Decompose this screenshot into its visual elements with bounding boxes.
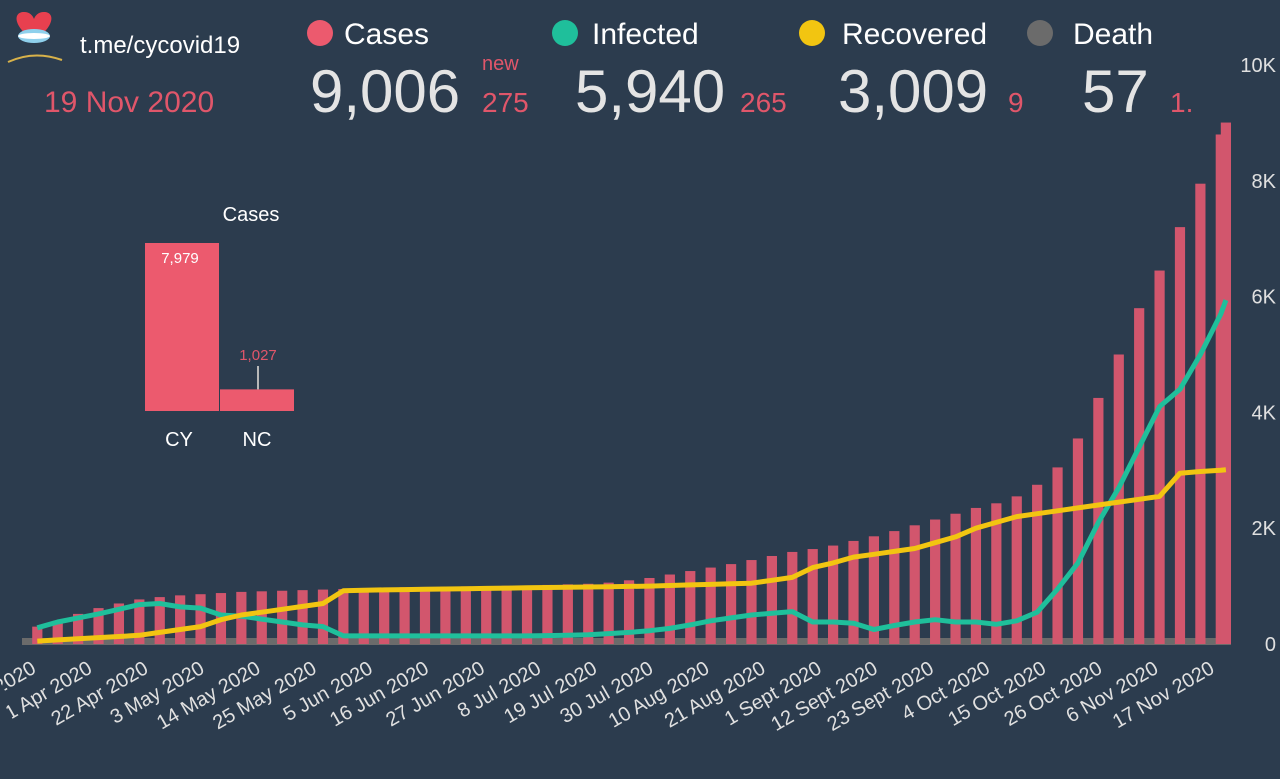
logo: [7, 12, 63, 63]
bar: [950, 513, 961, 644]
y-tick-label: 8K: [1252, 171, 1277, 193]
stat-name: Death: [1073, 18, 1153, 51]
value-label: 7,979: [161, 250, 199, 267]
bar: [521, 585, 533, 644]
bar: [970, 507, 982, 644]
bar: [195, 594, 206, 644]
bar: [1011, 496, 1022, 644]
bar: [1113, 354, 1124, 644]
bar: [603, 582, 614, 644]
bar: [909, 525, 920, 644]
bar: [1215, 134, 1226, 645]
bar: [277, 590, 288, 644]
bar: [623, 580, 635, 644]
bar: [317, 589, 329, 644]
bar: [807, 549, 818, 644]
stats: Cases 9,006 275 new Infected 5,940 265 Recovere…: [307, 18, 1193, 125]
stat-total: 57: [1082, 58, 1149, 125]
bar: [1032, 484, 1043, 644]
bar: [930, 519, 941, 644]
bar: [113, 603, 125, 644]
bar: [705, 567, 716, 644]
bar: [399, 587, 410, 644]
bar: [746, 560, 757, 644]
bar: [501, 585, 512, 644]
stat-name: Infected: [592, 18, 699, 51]
stat-new: 275: [482, 87, 529, 118]
bar: [991, 503, 1002, 644]
x-tick-label: NC: [243, 429, 272, 451]
bar: [338, 588, 349, 644]
bar: [664, 574, 675, 644]
y-tick-label: 4K: [1252, 402, 1277, 424]
bar: [460, 586, 471, 644]
bar: [93, 608, 104, 644]
x-tick-label: CY: [165, 429, 193, 451]
legend-dot: [552, 20, 578, 46]
bar: [848, 540, 859, 644]
bar: [52, 620, 63, 644]
bar: [1154, 270, 1165, 644]
inset-title: Cases: [223, 204, 280, 226]
stat-total: 3,009: [838, 58, 988, 125]
bar: [134, 599, 145, 644]
bar: [175, 595, 186, 644]
stat-name: Cases: [344, 18, 429, 51]
source: t.me/cycovid19: [80, 32, 240, 59]
bar: [542, 584, 553, 644]
bar: [1134, 308, 1145, 644]
bar: [725, 564, 737, 644]
bar: [1052, 467, 1063, 644]
stat-total: 5,940: [575, 58, 725, 125]
bar: [145, 243, 219, 411]
stat-new: 265: [740, 87, 787, 118]
bar: [379, 587, 390, 644]
y-tick-label: 0: [1265, 634, 1276, 656]
date: 19 Nov 2020: [44, 86, 214, 119]
stat-new-label: new: [482, 53, 519, 75]
stat-new: 9: [1008, 87, 1024, 118]
bar: [1195, 183, 1206, 644]
bar: [868, 536, 880, 644]
bar: [32, 626, 43, 644]
bar: [220, 389, 294, 411]
bar: [154, 597, 165, 644]
bar: [583, 583, 594, 644]
value-label: 1,027: [239, 347, 277, 364]
bar: [419, 586, 431, 644]
stat-total: 9,006: [310, 58, 460, 125]
bar: [644, 577, 655, 644]
bar: [562, 584, 573, 644]
bar: [766, 555, 777, 644]
legend-dot: [307, 20, 333, 46]
stat-name: Recovered: [842, 18, 987, 51]
bar: [1072, 438, 1084, 644]
bar: [685, 571, 696, 644]
bar: [73, 613, 84, 644]
bar: [297, 590, 308, 644]
bar: [358, 588, 369, 644]
bar: [828, 545, 839, 644]
stat-new: 1.: [1170, 87, 1193, 118]
bar: [787, 551, 798, 644]
y-tick-label: 2K: [1252, 518, 1277, 540]
legend-dot: [799, 20, 825, 46]
bar: [440, 586, 451, 644]
y-tick-label: 10K: [1240, 55, 1276, 77]
bar: [1220, 122, 1231, 644]
line: [37, 467, 1227, 644]
inset-chart: Cases CY 7,979 NC 1,027: [145, 204, 294, 451]
bar: [889, 531, 900, 644]
y-tick-label: 6K: [1252, 287, 1277, 309]
bar: [1174, 227, 1186, 644]
bar: [481, 586, 492, 644]
legend-dot: [1027, 20, 1053, 46]
